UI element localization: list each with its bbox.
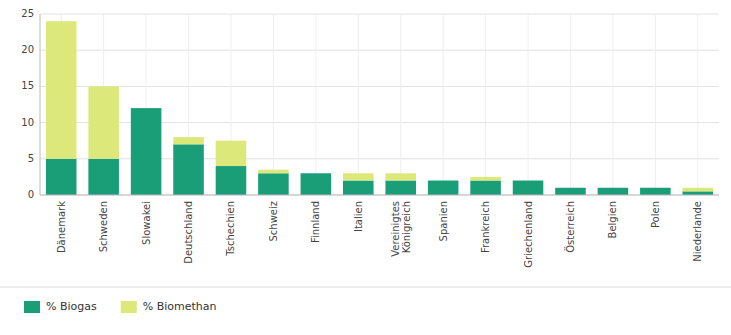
legend-label: % Biomethan	[143, 300, 217, 313]
x-tick-label: Belgien	[607, 201, 618, 238]
bar-segment	[216, 166, 247, 195]
bar-segment	[216, 141, 247, 166]
bar-segment	[343, 173, 374, 180]
bar-segment	[640, 188, 671, 195]
legend-swatch	[24, 301, 40, 313]
y-axis-line	[40, 14, 41, 195]
x-tick-label: Dänemark	[56, 201, 67, 253]
bar-segment	[301, 173, 332, 174]
bar-segment	[428, 181, 459, 195]
x-tick-label: Tschechien	[225, 201, 236, 257]
x-grid-line	[315, 14, 316, 195]
bar-segment	[385, 181, 416, 195]
y-tick-label: 5	[28, 153, 34, 164]
x-tick-label: Slowakei	[141, 201, 152, 245]
y-grid-line	[40, 50, 719, 51]
legend-swatch	[121, 301, 137, 313]
x-tick-label: VereinigtesKönigreich	[390, 201, 412, 257]
y-tick-label: 15	[21, 80, 34, 91]
bar-segment	[88, 86, 119, 158]
bar-segment	[683, 191, 714, 195]
x-tick-label: Niederlande	[692, 201, 703, 262]
y-grid-line	[40, 14, 719, 15]
bars	[46, 21, 713, 195]
x-grid-line	[570, 14, 571, 195]
bar-segment	[258, 173, 289, 195]
x-axis-line	[40, 195, 719, 196]
x-tick-label: Schweiz	[268, 201, 279, 242]
y-grid-line	[40, 195, 719, 196]
bar-segment	[598, 188, 629, 195]
bar-segment	[428, 180, 459, 181]
x-grid-line	[655, 14, 656, 195]
bar-segment	[46, 21, 77, 159]
y-tick-label: 0	[28, 189, 34, 200]
legend-separator	[0, 287, 731, 288]
grid	[40, 14, 719, 195]
bar-segment	[598, 187, 629, 188]
bar-segment	[683, 188, 714, 192]
bar-segment	[173, 137, 204, 144]
bar-segment	[470, 177, 501, 181]
x-tick-label: Spanien	[438, 201, 449, 241]
y-tick-label: 25	[21, 8, 34, 19]
chart: 0 5 10 15 20 25 Dänemark Schweden Slowakei Deutsc…	[0, 0, 731, 335]
bar-segment	[88, 159, 119, 195]
x-grid-line	[273, 14, 274, 195]
x-grid-line	[485, 14, 486, 195]
bar-segment	[301, 173, 332, 195]
bar-segment	[131, 108, 162, 109]
bar-segment	[555, 187, 586, 188]
bar-segment	[46, 159, 77, 195]
bar-segment	[258, 170, 289, 174]
legend-label: % Biogas	[46, 300, 97, 313]
x-tick-label: Italien	[353, 201, 364, 232]
x-tick-label: Polen	[650, 201, 661, 228]
legend: % Biogas % Biomethan	[0, 287, 731, 313]
x-grid-line	[443, 14, 444, 195]
x-tick-label: Schweden	[98, 201, 109, 252]
y-grid-line	[40, 86, 719, 87]
x-tick-label: Frankreich	[480, 201, 491, 253]
axes: 0 5 10 15 20 25 Dänemark Schweden Slowakei Deutsc…	[21, 8, 719, 268]
x-grid-line	[528, 14, 529, 195]
y-tick-label: 10	[21, 117, 34, 128]
x-grid-line	[358, 14, 359, 195]
bar-segment	[640, 187, 671, 188]
bar-segment	[131, 108, 162, 195]
x-grid-line	[697, 14, 698, 195]
x-tick-label: Griechenland	[523, 201, 534, 268]
y-tick-label: 20	[21, 44, 34, 55]
x-tick-label: Finnland	[310, 201, 321, 243]
x-tick-label: Deutschland	[183, 201, 194, 264]
bar-segment	[343, 181, 374, 195]
bar-segment	[173, 144, 204, 195]
bar-segment	[513, 180, 544, 181]
bar-segment	[513, 181, 544, 195]
x-grid-line	[400, 14, 401, 195]
x-grid-line	[612, 14, 613, 195]
bar-segment	[385, 173, 416, 180]
x-tick-label: Österreich	[564, 201, 576, 253]
bar-segment	[470, 181, 501, 195]
bar-segment	[555, 188, 586, 195]
